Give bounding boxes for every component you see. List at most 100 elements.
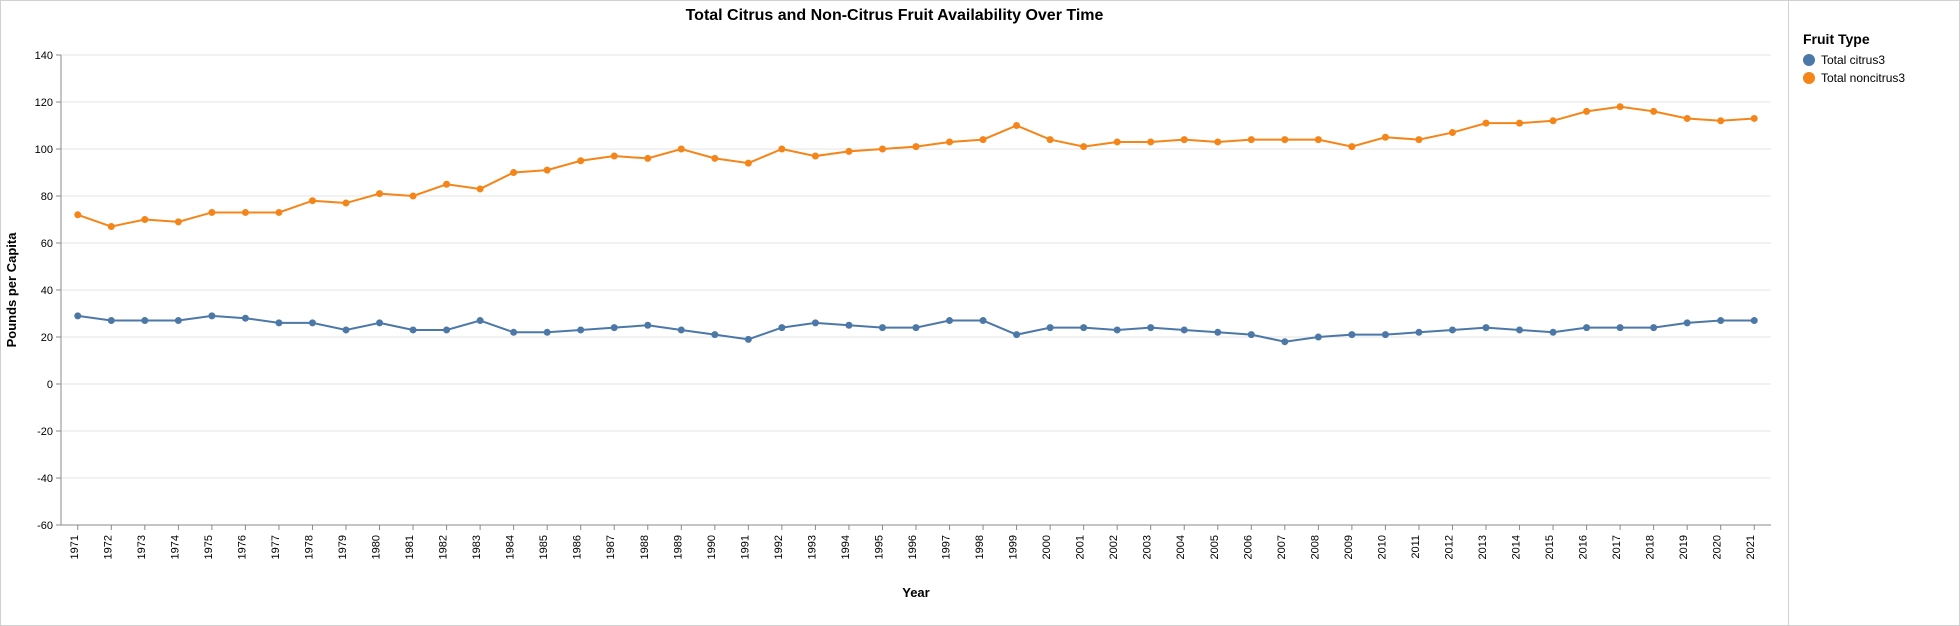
series-point[interactable] (1147, 324, 1154, 331)
series-point[interactable] (74, 211, 81, 218)
series-point[interactable] (1583, 108, 1590, 115)
series-point[interactable] (913, 143, 920, 150)
series-point[interactable] (443, 326, 450, 333)
series-point[interactable] (309, 319, 316, 326)
series-point[interactable] (1650, 324, 1657, 331)
series-point[interactable] (443, 181, 450, 188)
series-point[interactable] (678, 146, 685, 153)
series-point[interactable] (845, 322, 852, 329)
series-point[interactable] (1147, 138, 1154, 145)
series-point[interactable] (242, 315, 249, 322)
series-point[interactable] (1281, 136, 1288, 143)
series-point[interactable] (1214, 138, 1221, 145)
series-point[interactable] (1315, 334, 1322, 341)
series-point[interactable] (1080, 324, 1087, 331)
series-point[interactable] (477, 317, 484, 324)
series-point[interactable] (275, 209, 282, 216)
series-point[interactable] (946, 317, 953, 324)
series-point[interactable] (1483, 120, 1490, 127)
series-point[interactable] (611, 324, 618, 331)
series-point[interactable] (1415, 329, 1422, 336)
series-point[interactable] (477, 185, 484, 192)
legend-item[interactable]: Total citrus3 (1803, 53, 1949, 67)
series-point[interactable] (1550, 329, 1557, 336)
series-point[interactable] (711, 331, 718, 338)
series-point[interactable] (1382, 134, 1389, 141)
series-point[interactable] (1449, 129, 1456, 136)
series-point[interactable] (1684, 115, 1691, 122)
series-point[interactable] (1382, 331, 1389, 338)
series-point[interactable] (108, 317, 115, 324)
legend-item[interactable]: Total noncitrus3 (1803, 71, 1949, 85)
series-point[interactable] (1684, 319, 1691, 326)
series-point[interactable] (980, 136, 987, 143)
series-point[interactable] (946, 138, 953, 145)
series-point[interactable] (611, 153, 618, 160)
series-point[interactable] (1348, 331, 1355, 338)
series-point[interactable] (208, 209, 215, 216)
series-point[interactable] (711, 155, 718, 162)
series-point[interactable] (1047, 324, 1054, 331)
series-point[interactable] (644, 155, 651, 162)
series-point[interactable] (1181, 326, 1188, 333)
series-point[interactable] (1415, 136, 1422, 143)
series-point[interactable] (812, 153, 819, 160)
series-point[interactable] (879, 324, 886, 331)
series-point[interactable] (778, 324, 785, 331)
series-point[interactable] (510, 329, 517, 336)
series-point[interactable] (1013, 331, 1020, 338)
series-point[interactable] (275, 319, 282, 326)
series-point[interactable] (1047, 136, 1054, 143)
series-point[interactable] (175, 317, 182, 324)
series-point[interactable] (1114, 138, 1121, 145)
series-point[interactable] (410, 193, 417, 200)
series-point[interactable] (745, 160, 752, 167)
series-point[interactable] (1214, 329, 1221, 336)
series-point[interactable] (913, 324, 920, 331)
series-point[interactable] (1650, 108, 1657, 115)
series-point[interactable] (108, 223, 115, 230)
series-point[interactable] (1717, 317, 1724, 324)
series-point[interactable] (1449, 326, 1456, 333)
series-point[interactable] (745, 336, 752, 343)
series-point[interactable] (1550, 117, 1557, 124)
series-point[interactable] (1717, 117, 1724, 124)
series-point[interactable] (1248, 331, 1255, 338)
series-point[interactable] (309, 197, 316, 204)
series-point[interactable] (242, 209, 249, 216)
series-point[interactable] (1617, 103, 1624, 110)
series-point[interactable] (678, 326, 685, 333)
series-point[interactable] (141, 216, 148, 223)
series-point[interactable] (1080, 143, 1087, 150)
series-point[interactable] (1013, 122, 1020, 129)
series-point[interactable] (343, 326, 350, 333)
series-point[interactable] (544, 167, 551, 174)
series-point[interactable] (1516, 120, 1523, 127)
series-point[interactable] (1751, 317, 1758, 324)
series-point[interactable] (376, 319, 383, 326)
series-point[interactable] (1114, 326, 1121, 333)
series-point[interactable] (74, 312, 81, 319)
series-point[interactable] (1583, 324, 1590, 331)
series-point[interactable] (1483, 324, 1490, 331)
series-point[interactable] (1281, 338, 1288, 345)
series-point[interactable] (208, 312, 215, 319)
series-point[interactable] (410, 326, 417, 333)
series-point[interactable] (544, 329, 551, 336)
series-point[interactable] (1315, 136, 1322, 143)
series-point[interactable] (510, 169, 517, 176)
series-point[interactable] (1516, 326, 1523, 333)
series-point[interactable] (1348, 143, 1355, 150)
series-point[interactable] (879, 146, 886, 153)
series-point[interactable] (845, 148, 852, 155)
series-point[interactable] (778, 146, 785, 153)
series-point[interactable] (1751, 115, 1758, 122)
series-point[interactable] (1181, 136, 1188, 143)
series-point[interactable] (343, 200, 350, 207)
series-point[interactable] (376, 190, 383, 197)
series-point[interactable] (1248, 136, 1255, 143)
series-point[interactable] (1617, 324, 1624, 331)
series-point[interactable] (980, 317, 987, 324)
series-point[interactable] (141, 317, 148, 324)
series-point[interactable] (644, 322, 651, 329)
